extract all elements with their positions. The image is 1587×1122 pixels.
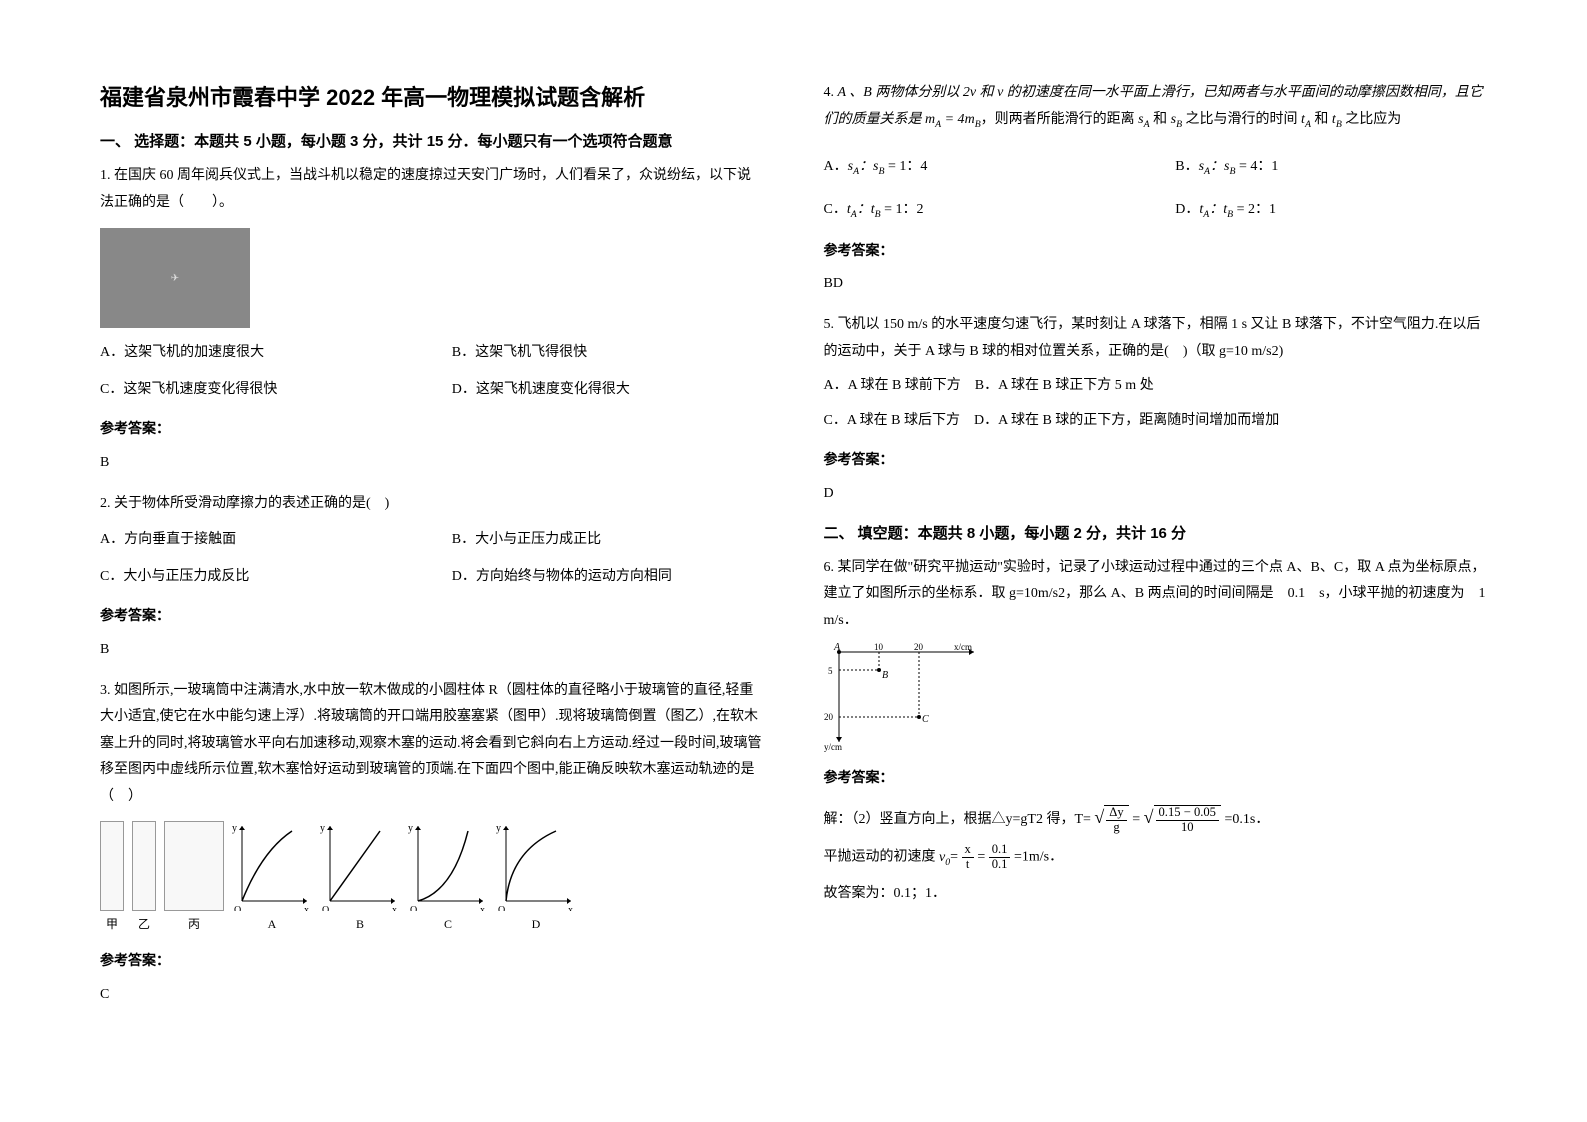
q1-optB: B．这架飞机飞得很快 bbox=[452, 340, 764, 367]
q1-optC: C．这架飞机速度变化得很快 bbox=[100, 377, 412, 404]
q3-diagram-A: x y O bbox=[232, 821, 312, 911]
q2-optC: C．大小与正压力成反比 bbox=[100, 564, 412, 591]
q5-answer-label: 参考答案： bbox=[824, 446, 1488, 473]
q1-optD: D．这架飞机速度变化得很大 bbox=[452, 377, 764, 404]
svg-text:20: 20 bbox=[914, 642, 924, 652]
q3-label-D: D bbox=[496, 913, 576, 936]
svg-text:10: 10 bbox=[874, 642, 884, 652]
svg-text:x: x bbox=[392, 905, 397, 911]
svg-text:y: y bbox=[232, 823, 237, 834]
q3-label-yi: 乙 bbox=[132, 913, 156, 936]
section2-header: 二、 填空题：本题共 8 小题，每小题 2 分，共计 16 分 bbox=[824, 522, 1488, 543]
svg-text:x: x bbox=[304, 905, 309, 911]
q2-text: 2. 关于物体所受滑动摩擦力的表述正确的是( ) bbox=[100, 491, 764, 518]
q3-label-A: A bbox=[232, 913, 312, 936]
svg-text:C: C bbox=[922, 714, 929, 725]
right-column: 4. A 、B 两物体分别以 2v 和 v 的初速度在同一水平面上滑行，已知两者… bbox=[824, 80, 1488, 1082]
q1-answer-label: 参考答案： bbox=[100, 415, 764, 442]
q6-sol-line1: 解：（2）竖直方向上，根据△y=gT2 得，T= √Δyg = √0.15 − … bbox=[824, 799, 1488, 835]
q3-diagram-C: x y O bbox=[408, 821, 488, 911]
q3-diagram-jia bbox=[100, 821, 124, 911]
q6-text: 6. 某同学在做"研究平抛运动"实验时，记录了小球运动过程中通过的三个点 A、B… bbox=[824, 555, 1488, 635]
q6-sol-line2: 平抛运动的初速度 v0= xt = 0.10.1 =1m/s． bbox=[824, 843, 1488, 872]
q1-text: 1. 在国庆 60 周年阅兵仪式上，当战斗机以稳定的速度掠过天安门广场时，人们看… bbox=[100, 163, 764, 216]
svg-text:O: O bbox=[498, 905, 505, 911]
q2-optB: B．大小与正压力成正比 bbox=[452, 527, 764, 554]
q3-diagram-B: x y O bbox=[320, 821, 400, 911]
left-column: 福建省泉州市霞春中学 2022 年高一物理模拟试题含解析 一、 选择题：本题共 … bbox=[100, 80, 764, 1082]
q1-answer: B bbox=[100, 450, 764, 477]
q4-optC: C．tA：tB = 1：2 bbox=[824, 197, 1136, 224]
q3-label-C: C bbox=[408, 913, 488, 936]
q6-answer-label: 参考答案： bbox=[824, 764, 1488, 791]
q5-optCD: C．A 球在 B 球后下方 D．A 球在 B 球的正下方，距离随时间增加而增加 bbox=[824, 408, 1488, 435]
q4-optD: D．tA：tB = 2：1 bbox=[1175, 197, 1487, 224]
svg-text:y: y bbox=[320, 823, 325, 834]
q4-text: 4. A 、B 两物体分别以 2v 和 v 的初速度在同一水平面上滑行，已知两者… bbox=[824, 80, 1488, 134]
q4-answer: BD bbox=[824, 271, 1488, 298]
q5-text: 5. 飞机以 150 m/s 的水平速度匀速飞行，某时刻让 A 球落下，相隔 1… bbox=[824, 312, 1488, 365]
q3-label-jia: 甲 bbox=[100, 913, 124, 936]
q3-label-bing: 丙 bbox=[164, 913, 224, 936]
q3-diagram-bing bbox=[164, 821, 224, 911]
q4-optB: B．sA：sB = 4：1 bbox=[1175, 154, 1487, 181]
q2-optA: A．方向垂直于接触面 bbox=[100, 527, 412, 554]
svg-text:x: x bbox=[480, 905, 485, 911]
q3-answer: C bbox=[100, 982, 764, 1009]
q3-label-B: B bbox=[320, 913, 400, 936]
q5-optAB: A．A 球在 B 球前下方 B．A 球在 B 球正下方 5 m 处 bbox=[824, 373, 1488, 400]
svg-text:O: O bbox=[322, 905, 329, 911]
svg-text:y: y bbox=[408, 823, 413, 834]
q3-diagram-D: x y O bbox=[496, 821, 576, 911]
svg-text:5: 5 bbox=[828, 666, 833, 676]
question-2: 2. 关于物体所受滑动摩擦力的表述正确的是( ) A．方向垂直于接触面 B．大小… bbox=[100, 491, 764, 664]
q4-optA: A．sA：sB = 1：4 bbox=[824, 154, 1136, 181]
q3-diagram-yi bbox=[132, 821, 156, 911]
y-axis-label: y/cm bbox=[824, 742, 842, 752]
q1-jet-image: ✈ bbox=[100, 228, 250, 328]
exam-title: 福建省泉州市霞春中学 2022 年高一物理模拟试题含解析 bbox=[100, 80, 764, 112]
q3-diagrams: 甲 乙 丙 x y O A x y O B bbox=[100, 821, 764, 936]
svg-text:O: O bbox=[410, 905, 417, 911]
question-6: 6. 某同学在做"研究平抛运动"实验时，记录了小球运动过程中通过的三个点 A、B… bbox=[824, 555, 1488, 908]
q4-answer-label: 参考答案： bbox=[824, 237, 1488, 264]
question-5: 5. 飞机以 150 m/s 的水平速度匀速飞行，某时刻让 A 球落下，相隔 1… bbox=[824, 312, 1488, 508]
q2-answer: B bbox=[100, 637, 764, 664]
svg-text:A: A bbox=[833, 642, 841, 653]
q1-optA: A．这架飞机的加速度很大 bbox=[100, 340, 412, 367]
question-4: 4. A 、B 两物体分别以 2v 和 v 的初速度在同一水平面上滑行，已知两者… bbox=[824, 80, 1488, 298]
question-1: 1. 在国庆 60 周年阅兵仪式上，当战斗机以稳定的速度掠过天安门广场时，人们看… bbox=[100, 163, 764, 477]
q5-answer: D bbox=[824, 481, 1488, 508]
question-3: 3. 如图所示,一玻璃筒中注满清水,水中放一软木做成的小圆柱体 R（圆柱体的直径… bbox=[100, 678, 764, 1009]
q2-optD: D．方向始终与物体的运动方向相同 bbox=[452, 564, 764, 591]
section1-header: 一、 选择题：本题共 5 小题，每小题 3 分，共计 15 分．每小题只有一个选… bbox=[100, 130, 764, 151]
q2-answer-label: 参考答案： bbox=[100, 602, 764, 629]
q3-answer-label: 参考答案： bbox=[100, 947, 764, 974]
svg-text:x: x bbox=[568, 905, 573, 911]
x-axis-label: x/cm bbox=[954, 642, 972, 652]
svg-text:O: O bbox=[234, 905, 241, 911]
svg-text:B: B bbox=[882, 670, 888, 681]
q6-coord-diagram: x/cm y/cm 10 20 5 20 A B C bbox=[824, 642, 984, 752]
q6-sol-line3: 故答案为：0.1；1． bbox=[824, 880, 1488, 908]
q3-text: 3. 如图所示,一玻璃筒中注满清水,水中放一软木做成的小圆柱体 R（圆柱体的直径… bbox=[100, 678, 764, 811]
svg-text:y: y bbox=[496, 823, 501, 834]
svg-text:20: 20 bbox=[824, 712, 834, 722]
